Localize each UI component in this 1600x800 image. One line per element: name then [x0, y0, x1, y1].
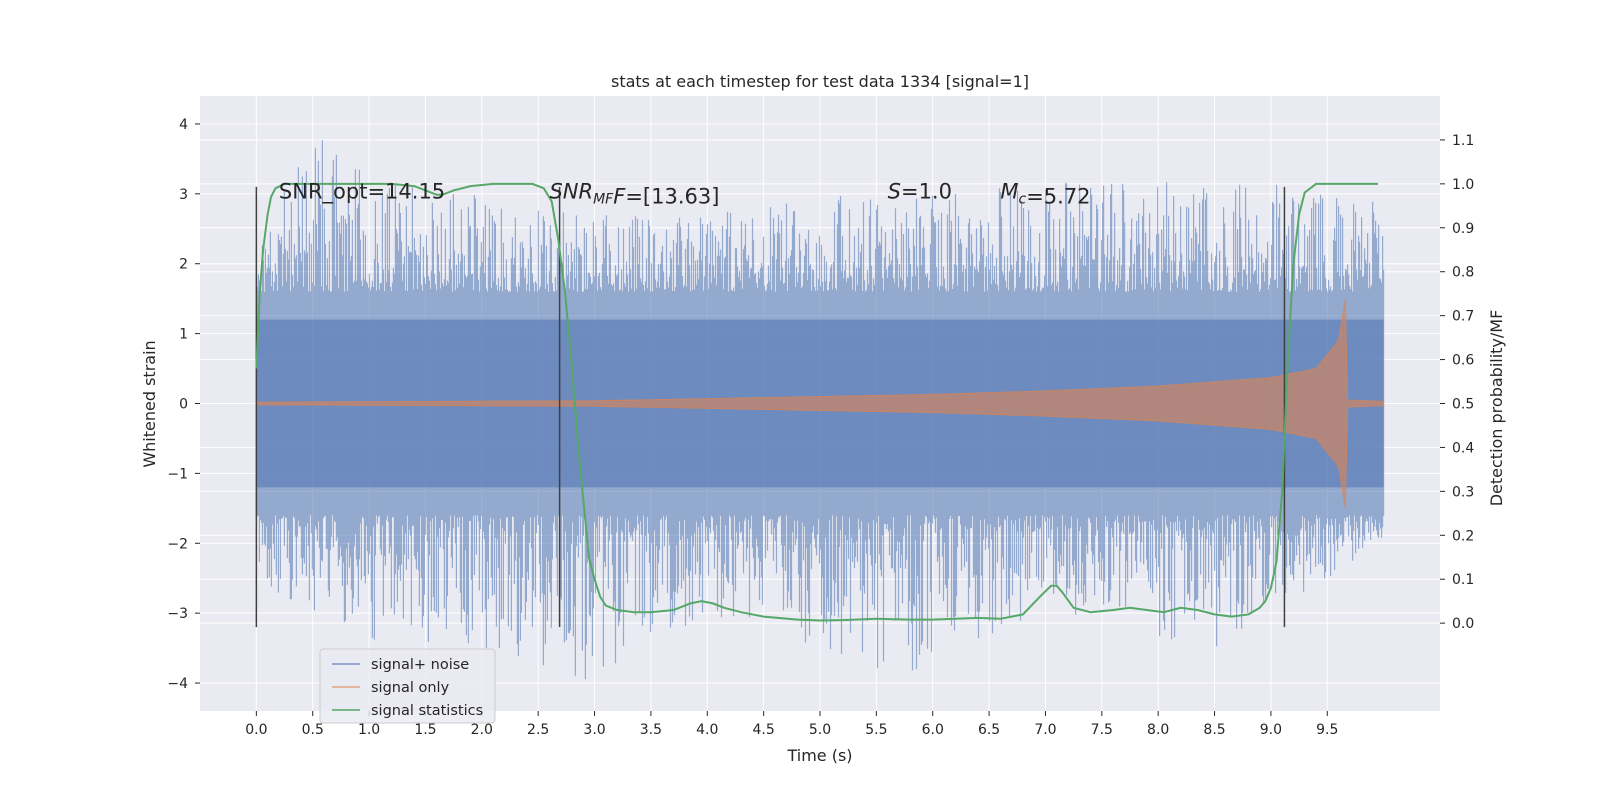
y2-tick-label-2: 0.9	[1452, 221, 1474, 237]
y2-tick-label-3: 0.8	[1452, 265, 1474, 281]
x-tick-label-6: 3.0	[583, 722, 605, 738]
y-axis-left-ticks: 4 3 2 1 0 −1 −2 −3 −4	[167, 117, 200, 692]
x-tick-label-3: 1.5	[414, 722, 436, 738]
y-tick-label-2: 2	[179, 257, 188, 273]
x-tick-label-17: 8.5	[1203, 722, 1225, 738]
legend-box	[319, 648, 496, 724]
x-tick-label-0: 0.0	[245, 722, 267, 738]
chart-title: stats at each timestep for test data 133…	[611, 72, 1029, 91]
y2-tick-label-1: 1.0	[1452, 177, 1474, 193]
x-tick-label-19: 9.5	[1316, 722, 1338, 738]
legend-label-signal-statistics: signal statistics	[371, 703, 483, 719]
x-tick-label-12: 6.0	[922, 722, 944, 738]
legend-label-signal-only: signal only	[371, 680, 450, 696]
x-tick-label-14: 7.0	[1034, 722, 1056, 738]
y2-tick-label-8: 0.3	[1452, 484, 1474, 500]
y2-tick-label-11: 0.0	[1452, 616, 1474, 632]
x-tick-label-1: 0.5	[302, 722, 324, 738]
y-tick-label-8: −4	[167, 676, 188, 692]
y2-tick-label-0: 1.1	[1452, 133, 1474, 149]
y-tick-label-5: −1	[167, 466, 188, 482]
x-axis-label: Time (s)	[786, 746, 852, 765]
x-tick-label-13: 6.5	[978, 722, 1000, 738]
signal-only-trace	[255, 298, 1385, 509]
x-tick-label-18: 9.0	[1260, 722, 1282, 738]
y-tick-label-7: −3	[167, 606, 188, 622]
y-tick-label-1: 3	[179, 187, 188, 203]
series-signal-only	[255, 298, 1385, 509]
x-tick-label-7: 3.5	[640, 722, 662, 738]
annotation-2: S=1.0	[888, 179, 952, 203]
y-tick-label-3: 1	[179, 327, 188, 343]
x-tick-label-15: 7.5	[1091, 722, 1113, 738]
y-tick-label-0: 4	[179, 117, 188, 133]
y-axis-label: Whitened strain	[140, 340, 159, 467]
x-tick-label-2: 1.0	[358, 722, 380, 738]
y-axis-right-label: Detection probability/MF	[1487, 310, 1506, 507]
y2-tick-label-6: 0.5	[1452, 397, 1474, 413]
signal-statistics-line	[255, 182, 1378, 622]
y2-tick-label-7: 0.4	[1452, 440, 1474, 456]
y2-tick-label-4: 0.7	[1452, 309, 1474, 325]
annotation-0: SNR_opt=14.15	[279, 179, 445, 204]
x-axis-ticks: 0.0 0.5 1.0 1.5 2.0 2.5 3.0 3.5 4.0 4.5 5.0 5.5 6.0 6…	[245, 711, 1338, 738]
y-tick-label-4: 0	[179, 397, 188, 413]
x-tick-label-9: 4.5	[753, 722, 775, 738]
y-axis-right-ticks: 1.1 1.0 0.9 0.8 0.7 0.6 0.5 0.4 0.3 0.2 0.1 0.0	[1440, 133, 1474, 632]
y2-tick-label-5: 0.6	[1452, 353, 1474, 369]
annotation-3: Mc=5.72	[1000, 179, 1090, 208]
legend-label-signal-noise: signal+ noise	[371, 657, 469, 673]
annotation-1: SNRMFF=[13.63]	[549, 179, 719, 208]
y-tick-label-6: −2	[167, 536, 188, 552]
vertical-markers	[255, 186, 1286, 628]
y2-tick-label-9: 0.2	[1452, 528, 1474, 544]
x-tick-label-10: 5.0	[809, 722, 831, 738]
x-tick-label-4: 2.0	[471, 722, 493, 738]
x-tick-label-8: 4.0	[696, 722, 718, 738]
x-tick-label-11: 5.5	[865, 722, 887, 738]
annotations: SNR_opt=14.15 SNRMFF=[13.63] S=1.0 Mc=5.72	[279, 179, 1091, 208]
series-signal-statistics	[255, 182, 1378, 622]
x-tick-label-5: 2.5	[527, 722, 549, 738]
x-tick-label-16: 8.0	[1147, 722, 1169, 738]
legend: signal+ noise signal only signal statist…	[319, 648, 496, 724]
y2-tick-label-10: 0.1	[1452, 572, 1474, 588]
